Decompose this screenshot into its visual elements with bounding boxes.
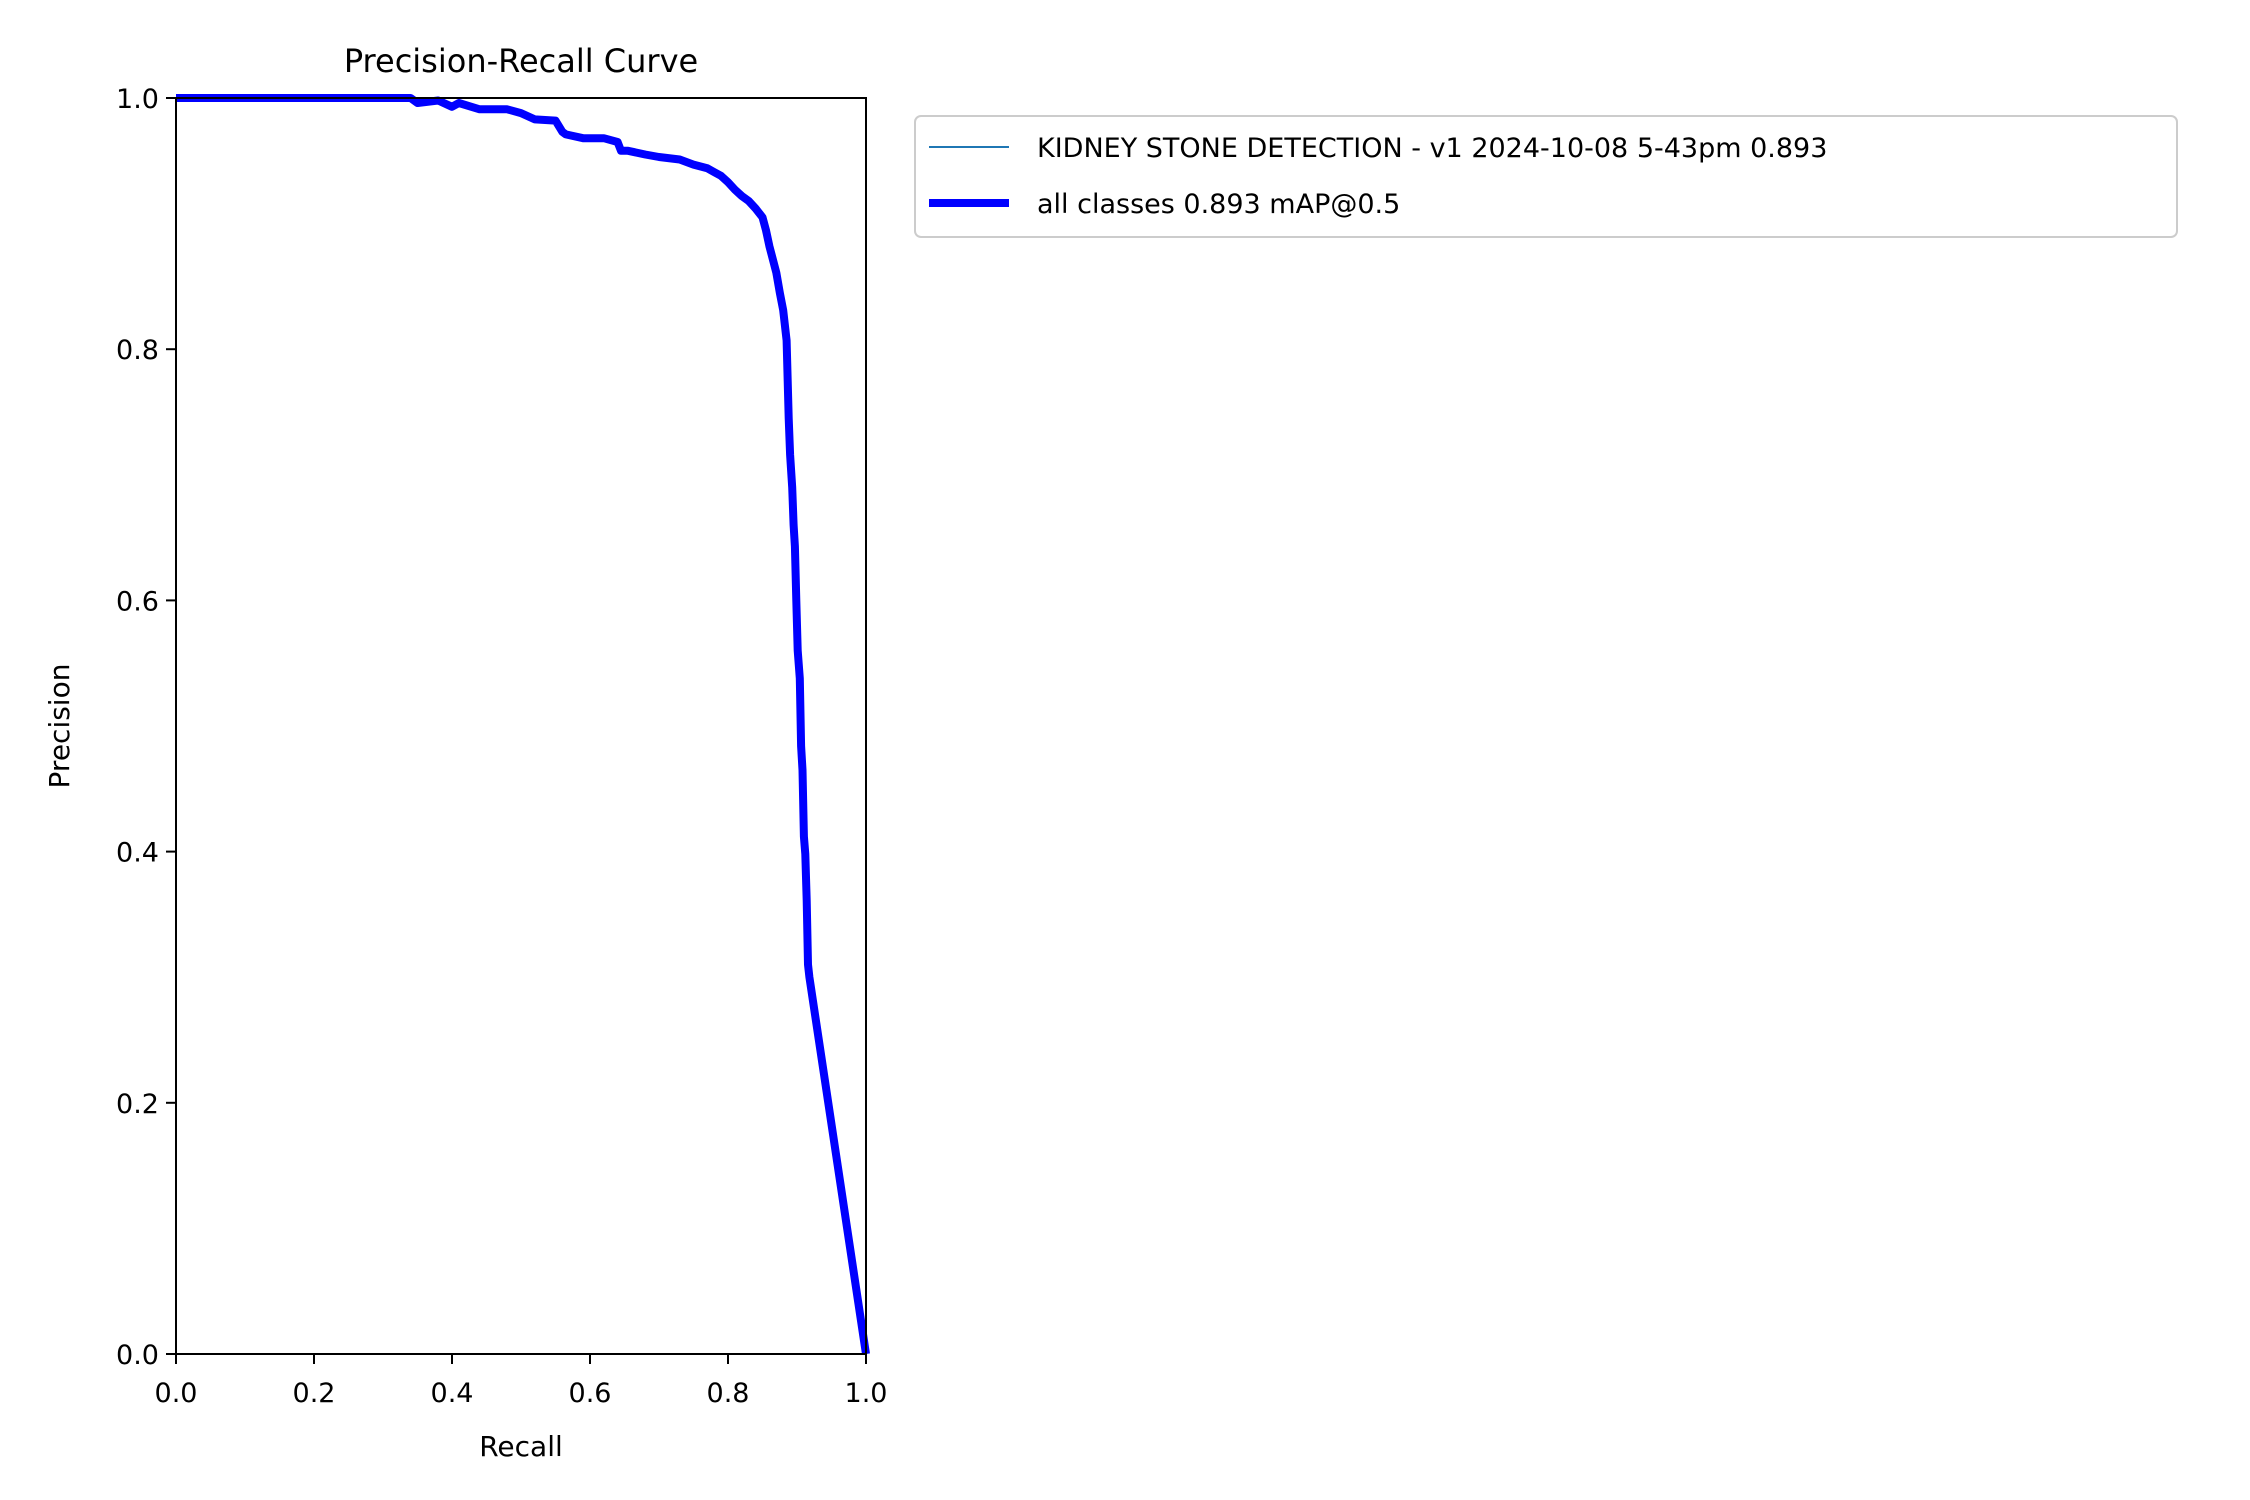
y-tick-label: 1.0: [116, 84, 159, 115]
x-tick-label: 0.0: [155, 1378, 198, 1409]
y-tick-label: 0.8: [116, 335, 159, 366]
x-tick-label: 1.0: [845, 1378, 888, 1409]
legend-label-kidney-stone: KIDNEY STONE DETECTION - v1 2024-10-08 5…: [1037, 133, 1827, 164]
y-tick-label: 0.4: [116, 838, 159, 869]
x-tick-label: 0.4: [431, 1378, 474, 1409]
chart-title: Precision-Recall Curve: [344, 42, 698, 80]
y-tick-label: 0.6: [116, 586, 159, 617]
x-tick-label: 0.6: [569, 1378, 612, 1409]
series-layer: [176, 94, 870, 1355]
plot-frame: [175, 97, 867, 1355]
y-axis-label: Precision: [43, 664, 76, 789]
legend-label-all-classes: all classes 0.893 mAP@0.5: [1037, 189, 1400, 220]
x-tick-label: 0.8: [707, 1378, 750, 1409]
series-line-all-classes: [176, 94, 870, 1355]
legend-frame: [914, 115, 2178, 238]
x-tick-label: 0.2: [293, 1378, 336, 1409]
y-axis-ticks: 0.0 0.2 0.4 0.6 0.8 1.0: [116, 84, 176, 1371]
x-axis-ticks: 0.0 0.2 0.4 0.6 0.8 1.0: [155, 1354, 888, 1409]
y-tick-label: 0.2: [116, 1089, 159, 1120]
x-axis-label: Recall: [479, 1430, 563, 1463]
y-tick-label: 0.0: [116, 1340, 159, 1371]
legend: KIDNEY STONE DETECTION - v1 2024-10-08 5…: [914, 115, 2178, 238]
